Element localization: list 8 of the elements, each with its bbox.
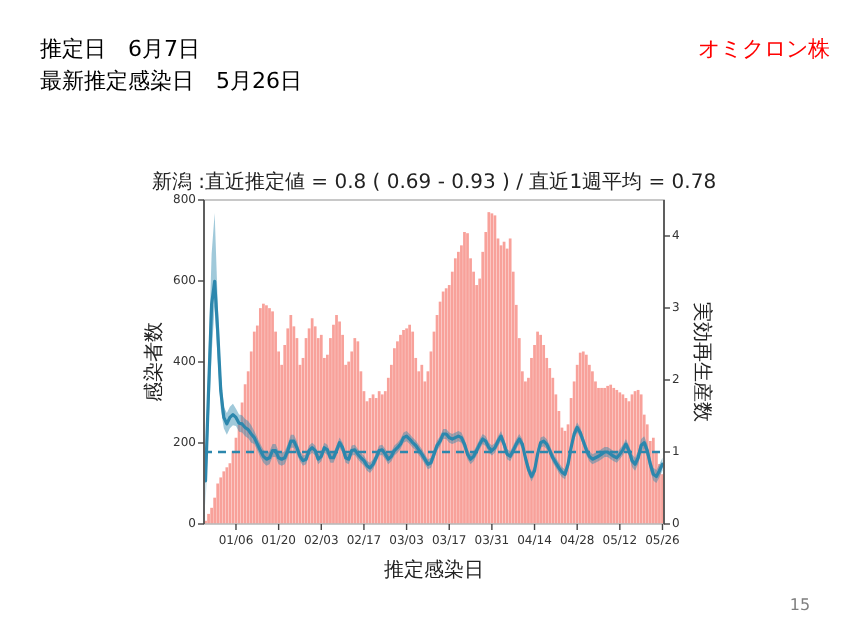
annotation: 推定日 6月7日 [40,36,200,62]
y2-axis-title: 実効再生産数 [690,302,714,422]
annotation: 最新推定感染日 5月26日 [40,68,302,94]
chart-title: 新潟 :直近推定値 = 0.8 ( 0.69 - 0.93 ) / 直近1週平均 = 0.78 [151,170,717,194]
annotation: オミクロン株 [698,36,830,62]
annotation: 15 [789,596,811,614]
x-axis-title: 推定感染日 [384,558,484,582]
y-axis-title: 感染者数 [142,322,166,402]
